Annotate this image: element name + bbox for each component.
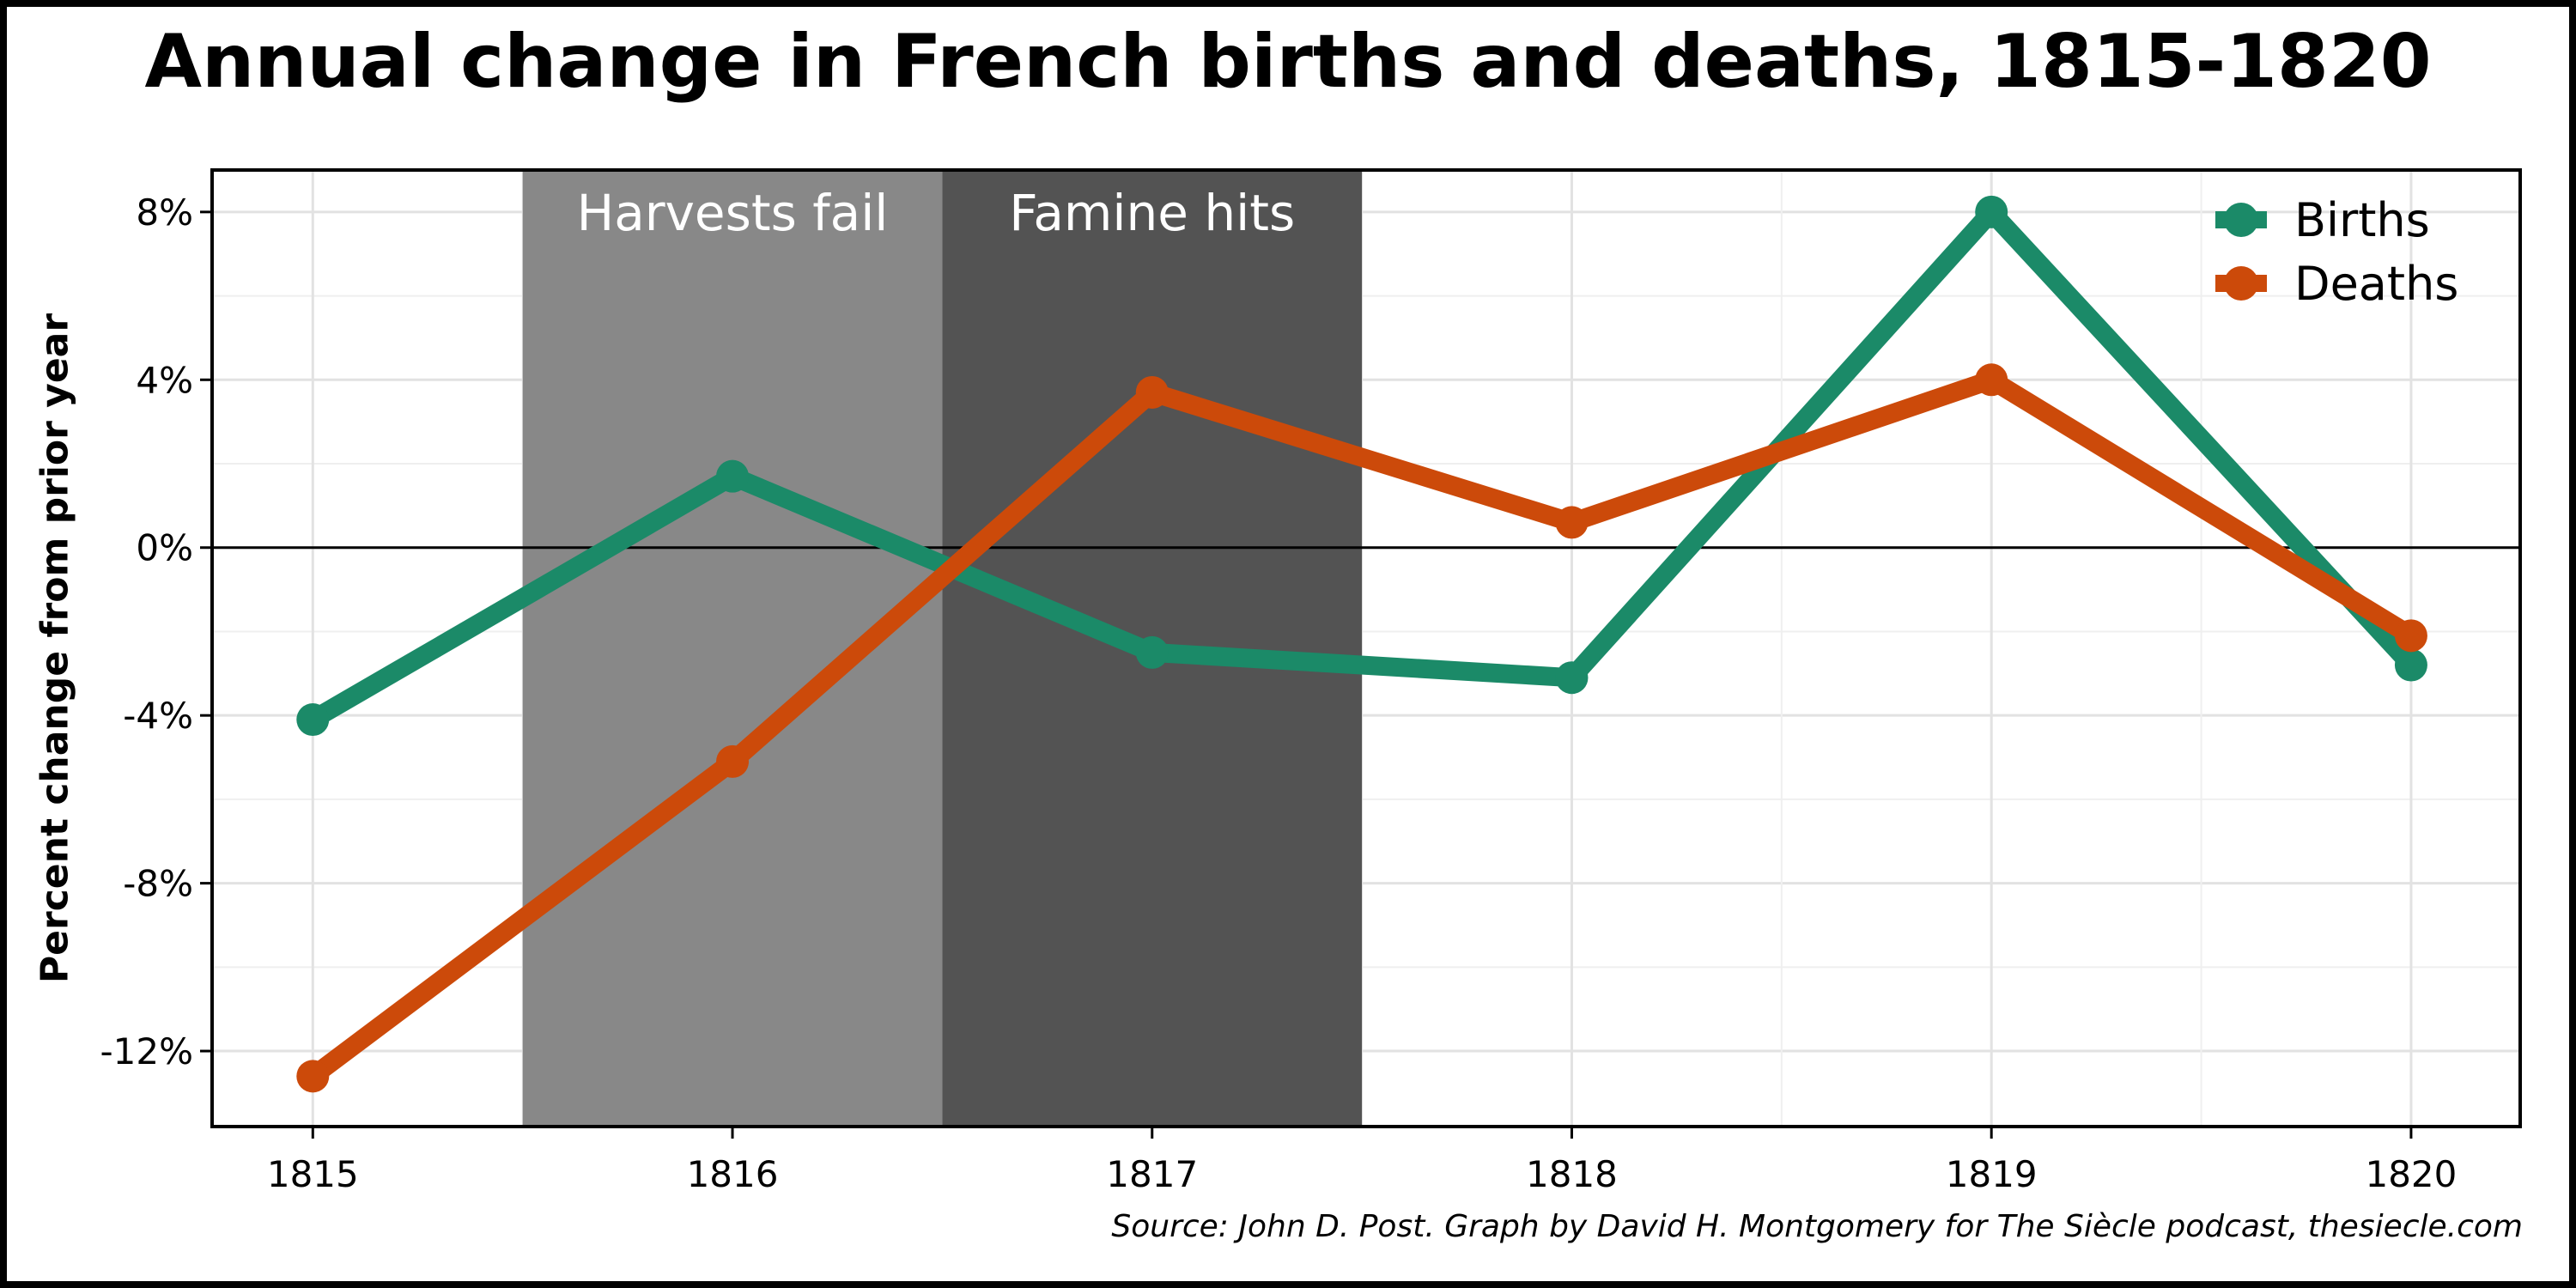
annotation-label: Harvests fail	[577, 184, 889, 242]
x-tick-label: 1815	[267, 1153, 359, 1195]
y-tick-label: 8%	[136, 191, 193, 234]
data-point-births	[1555, 661, 1589, 695]
data-point-births	[2394, 648, 2427, 682]
y-tick-label: 0%	[136, 527, 193, 569]
legend-marker-births	[2224, 203, 2258, 237]
annotation-label: Famine hits	[1009, 184, 1295, 242]
legend-marker-deaths	[2224, 266, 2258, 301]
series-line-deaths	[303, 369, 2421, 1086]
legend-label-deaths: Deaths	[2294, 257, 2458, 311]
y-tick-label: -4%	[123, 695, 193, 737]
annotation-band	[522, 170, 943, 1127]
data-point-deaths	[1135, 375, 1169, 409]
data-point-births	[1975, 195, 2008, 228]
data-point-deaths	[296, 1060, 330, 1093]
data-point-deaths	[716, 744, 750, 778]
data-point-births	[1135, 635, 1169, 669]
chart-title: Annual change in French births and death…	[144, 19, 2432, 105]
data-point-deaths	[1555, 506, 1589, 539]
y-tick-label: -8%	[123, 863, 193, 905]
x-tick-label: 1817	[1106, 1153, 1198, 1195]
legend-label-births: Births	[2294, 193, 2430, 247]
data-point-births	[716, 459, 750, 493]
y-tick-label: -12%	[100, 1030, 193, 1072]
source-note: Source: John D. Post. Graph by David H. …	[1111, 1209, 2523, 1244]
x-tick-label: 1820	[2365, 1153, 2457, 1195]
data-point-births	[296, 703, 330, 737]
x-tick-label: 1819	[1946, 1153, 2038, 1195]
x-tick-label: 1816	[687, 1153, 779, 1195]
series-line-births	[303, 197, 2421, 730]
x-tick-label: 1818	[1526, 1153, 1618, 1195]
data-point-deaths	[2394, 619, 2427, 653]
data-point-deaths	[1975, 363, 2008, 397]
plot-border	[210, 168, 2522, 1128]
y-tick-label: 4%	[136, 359, 193, 401]
